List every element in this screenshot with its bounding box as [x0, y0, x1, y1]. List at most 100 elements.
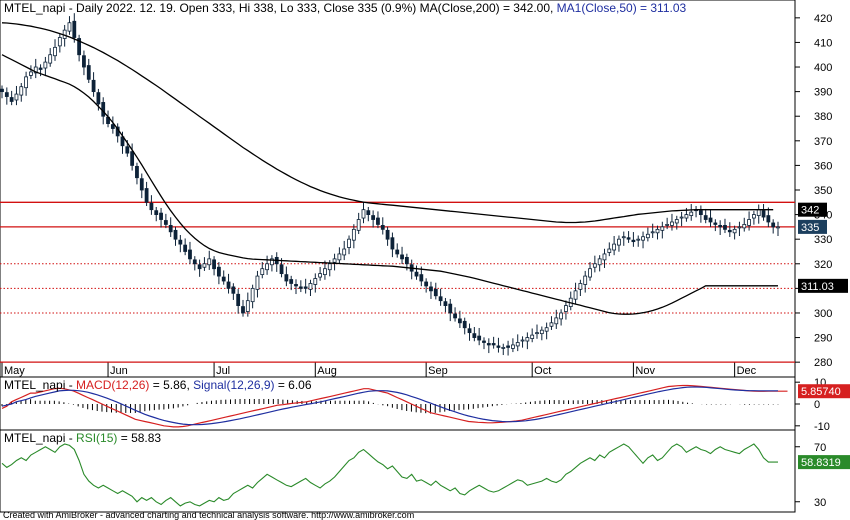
candle-body: [48, 54, 53, 64]
y-tick-label: 350: [814, 185, 832, 197]
candle-body: [400, 254, 404, 260]
macd-y-tick-label: 0: [814, 399, 820, 411]
candle-body: [270, 258, 274, 266]
candle-body: [212, 259, 216, 270]
candle-body: [241, 306, 245, 314]
candle-body: [207, 258, 212, 266]
candle-body: [236, 293, 241, 306]
candle-body: [24, 76, 28, 89]
price-tag-text: 311.03: [801, 281, 834, 293]
y-tick-label: 410: [814, 37, 832, 49]
price-tag-bg: [798, 202, 827, 217]
candle-body: [173, 229, 178, 240]
price-tag-bg: [798, 278, 848, 293]
candle-body: [197, 264, 202, 270]
candle-body: [626, 237, 631, 240]
month-label: Jun: [110, 365, 128, 377]
rsi-value: = 58.83: [117, 431, 161, 445]
candle-body: [163, 220, 168, 225]
candle-body: [617, 238, 621, 246]
candle-body: [477, 335, 482, 341]
candle-body: [279, 264, 284, 275]
y-tick-label: 300: [814, 308, 832, 320]
signal-line: [1, 386, 778, 426]
candle-body: [578, 283, 583, 290]
month-label: Sep: [428, 365, 448, 377]
candle-body: [453, 313, 457, 319]
candle-body: [159, 212, 163, 220]
candle-body: [390, 237, 395, 250]
rsi-header: MTEL_napi - RSI(15) = 58.83: [4, 431, 161, 445]
rsi-layer: 70 30 58.8319: [1, 442, 850, 509]
candle-body: [515, 342, 520, 347]
candle-body: [689, 211, 694, 216]
candle-body: [130, 151, 135, 166]
candle-body: [86, 65, 91, 80]
candle-body: [766, 215, 771, 223]
candle-body: [289, 279, 294, 284]
month-axis: May Jun Jul Aug Sep Oct Nov Dec: [1, 362, 757, 377]
candle-body: [539, 329, 544, 335]
candle-body: [424, 281, 429, 287]
candle-body: [544, 327, 549, 332]
ma200-line: [1, 22, 774, 224]
macd-tag-text: 5.85740: [801, 386, 841, 398]
candle-body: [530, 334, 535, 339]
candle-body: [414, 271, 419, 277]
candle-body: [641, 236, 645, 241]
candle-body: [592, 263, 597, 268]
y-tick-label: 380: [814, 111, 832, 123]
candle-body: [482, 340, 486, 343]
month-label: May: [4, 365, 25, 377]
candle-body: [380, 225, 385, 230]
candle-body: [732, 228, 737, 234]
y-tick-label: 360: [814, 160, 832, 172]
candle-body: [737, 226, 742, 229]
candle-body: [0, 88, 4, 93]
candle-body: [33, 66, 38, 74]
rsi-label: RSI(15): [76, 431, 117, 445]
candle-body: [231, 286, 236, 294]
candle-body: [684, 214, 689, 219]
candle-body: [96, 92, 101, 105]
candle-body: [404, 256, 409, 265]
candle-body: [650, 231, 655, 234]
macd-value: = 5.86,: [149, 378, 193, 392]
candle-body: [356, 219, 361, 231]
rsi-y-tick-label: 70: [814, 442, 826, 454]
ma50-line: [1, 54, 778, 315]
candle-body: [660, 226, 665, 231]
rsi-line: [1, 443, 778, 507]
candle-body: [342, 248, 347, 256]
candle-body: [14, 93, 19, 101]
candle-body: [4, 92, 9, 97]
candle-body: [727, 229, 732, 233]
rsi-header-sep: -: [65, 431, 76, 445]
candle-body: [674, 219, 679, 224]
candle-body: [588, 268, 592, 278]
candle-body: [351, 228, 356, 241]
candle-body: [323, 268, 327, 276]
rsi-tag-text: 58.8319: [801, 457, 841, 469]
candle-body: [298, 286, 303, 289]
candle-body: [645, 233, 650, 239]
candle-body: [77, 38, 82, 56]
candle-body: [9, 97, 14, 102]
candle-body: [636, 238, 641, 241]
candle-body: [670, 221, 674, 226]
candle-body: [448, 303, 453, 314]
y-tick-label: 370: [814, 136, 832, 148]
candle-body: [125, 146, 130, 154]
candle-body: [53, 46, 57, 57]
candle-body: [506, 345, 510, 348]
macd-header-symbol: MTEL_napi: [4, 378, 65, 392]
month-label: Oct: [534, 365, 551, 377]
y-tick-label: 290: [814, 333, 832, 345]
candle-body: [496, 345, 501, 348]
candle-body: [149, 202, 154, 211]
candle-body: [747, 219, 751, 226]
price-tag-text: 342: [801, 205, 819, 217]
y-tick-label: 280: [814, 357, 832, 369]
candle-body: [29, 71, 33, 76]
